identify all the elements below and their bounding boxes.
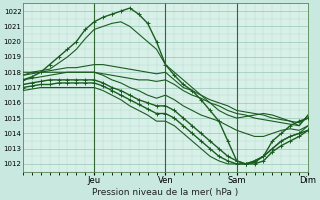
X-axis label: Pression niveau de la mer( hPa ): Pression niveau de la mer( hPa )	[92, 188, 239, 197]
